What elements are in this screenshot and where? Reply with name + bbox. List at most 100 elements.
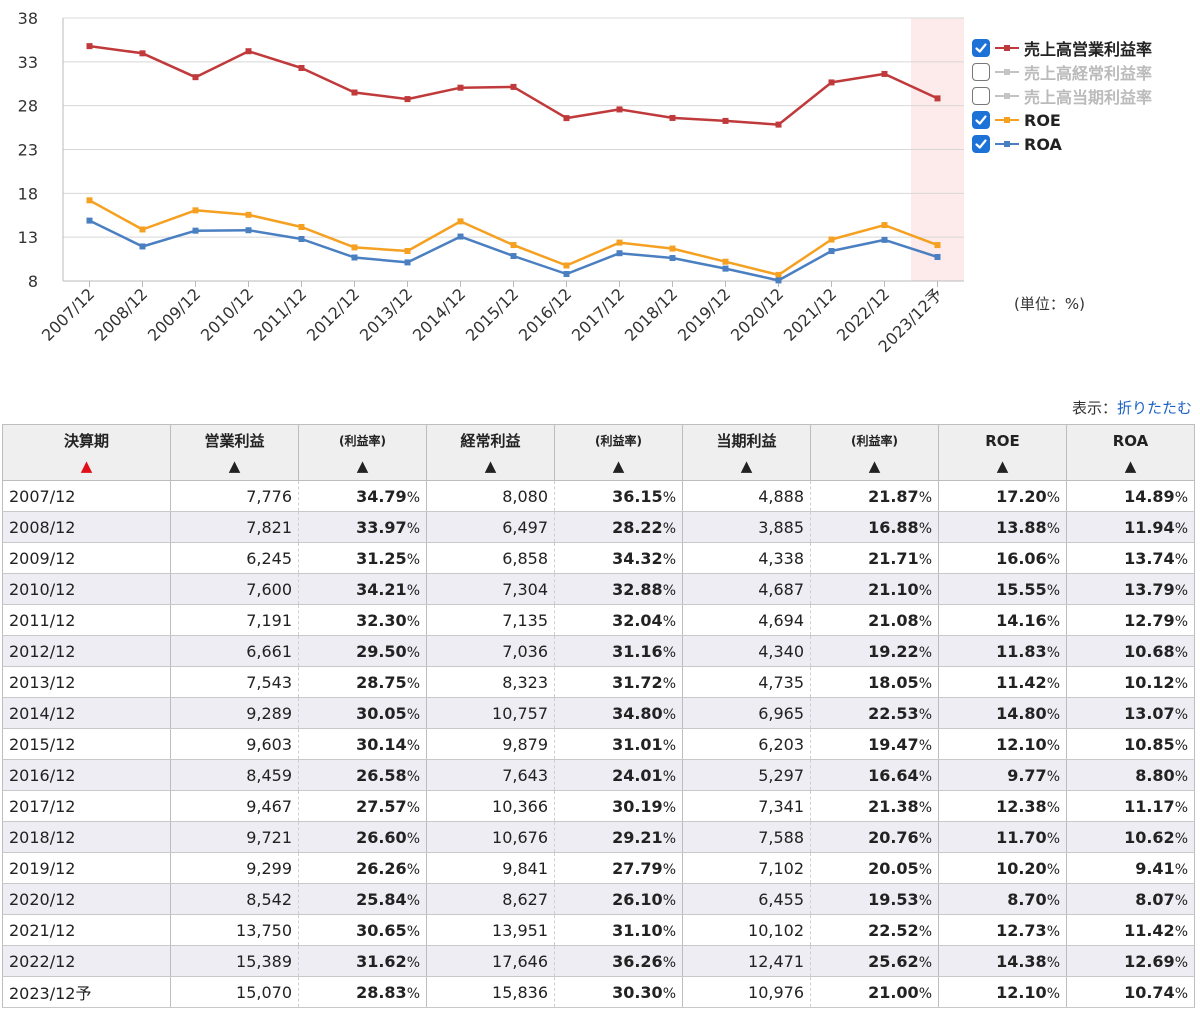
cell-period: 2015/12 bbox=[2, 728, 171, 760]
col-header-operating-margin: (利益率) ▲ bbox=[298, 424, 427, 481]
legend-checkbox[interactable] bbox=[972, 135, 990, 153]
table-row: 2011/12 7,191 32.30% 7,135 32.04% 4,694 21.08%… bbox=[2, 604, 1195, 636]
data-point bbox=[775, 121, 782, 128]
cell-value: 30.05 bbox=[356, 703, 407, 723]
percent-sign: % bbox=[1174, 551, 1188, 568]
cell-period: 2019/12 bbox=[2, 852, 171, 884]
sort-arrow-icon[interactable]: ▲ bbox=[80, 457, 93, 475]
cell-roe: 14.16% bbox=[938, 604, 1067, 636]
table-row: 2023/12予 15,070 28.83% 15,836 30.30% 10,976 21… bbox=[2, 976, 1195, 1008]
cell-ordinary-profit: 13,951 bbox=[426, 914, 555, 946]
cell-operating-profit: 15,389 bbox=[170, 945, 299, 977]
cell-value: 14.16 bbox=[996, 610, 1047, 630]
cell-value: 4,735 bbox=[758, 672, 804, 692]
legend-label: 売上高当期利益率 bbox=[1024, 88, 1153, 107]
cell-value: 31.72 bbox=[612, 672, 663, 692]
legend-checkbox[interactable] bbox=[972, 111, 990, 129]
sort-arrow-icon[interactable]: ▲ bbox=[1124, 457, 1137, 475]
cell-value: 25.62 bbox=[868, 951, 919, 971]
cell-value: 2012/12 bbox=[9, 641, 76, 661]
sort-arrow-icon[interactable]: ▲ bbox=[740, 457, 753, 475]
cell-operating-profit: 7,776 bbox=[170, 480, 299, 512]
table-row: 2014/12 9,289 30.05% 10,757 34.80% 6,965 22.53… bbox=[2, 697, 1195, 729]
x-tick-label: 2016/12 bbox=[515, 284, 575, 344]
cell-value: 34.79 bbox=[356, 486, 407, 506]
cell-value: 27.57 bbox=[356, 796, 407, 816]
sort-arrow-icon[interactable]: ▲ bbox=[228, 457, 241, 475]
cell-ordinary-profit: 8,627 bbox=[426, 883, 555, 915]
percent-sign: % bbox=[1046, 551, 1060, 568]
y-tick-label: 23 bbox=[18, 141, 38, 160]
cell-value: 11.70 bbox=[996, 827, 1047, 847]
percent-sign: % bbox=[1046, 706, 1060, 723]
cell-value: 15.55 bbox=[996, 579, 1047, 599]
legend-item-net-margin[interactable]: 売上高当期利益率 bbox=[972, 84, 1152, 108]
x-tick-label: 2021/12 bbox=[780, 284, 840, 344]
y-tick-label: 13 bbox=[18, 228, 38, 247]
sort-arrow-icon[interactable]: ▲ bbox=[356, 457, 369, 475]
sort-arrow-icon[interactable]: ▲ bbox=[868, 457, 881, 475]
percent-sign: % bbox=[1174, 706, 1188, 723]
sort-arrow-icon[interactable]: ▲ bbox=[996, 457, 1009, 475]
cell-value: 7,341 bbox=[758, 796, 804, 816]
cell-ordinary-profit: 9,879 bbox=[426, 728, 555, 760]
percent-sign: % bbox=[918, 923, 932, 940]
cell-value: 32.04 bbox=[612, 610, 663, 630]
sort-arrow-icon[interactable]: ▲ bbox=[612, 457, 625, 475]
legend-checkbox[interactable] bbox=[972, 87, 990, 105]
data-point bbox=[351, 244, 358, 251]
cell-period: 2012/12 bbox=[2, 635, 171, 667]
data-point bbox=[616, 106, 623, 113]
cell-value: 10,757 bbox=[492, 703, 548, 723]
legend-item-roa[interactable]: ROA bbox=[972, 132, 1152, 156]
data-point bbox=[775, 271, 782, 278]
legend-item-operating-margin[interactable]: 売上高営業利益率 bbox=[972, 36, 1152, 60]
cell-value: 21.00 bbox=[868, 982, 919, 1002]
data-point bbox=[457, 84, 464, 91]
percent-sign: % bbox=[918, 675, 932, 692]
x-tick-label: 2020/12 bbox=[727, 284, 787, 344]
series-line-4 bbox=[88, 219, 938, 282]
cell-value: 26.10 bbox=[612, 889, 663, 909]
cell-net-margin: 21.00% bbox=[810, 976, 939, 1008]
cell-value: 14.89 bbox=[1124, 486, 1175, 506]
cell-period: 2009/12 bbox=[2, 542, 171, 574]
cell-value: 2022/12 bbox=[9, 951, 76, 971]
data-point bbox=[192, 207, 199, 214]
x-tick-label: 2014/12 bbox=[409, 284, 469, 344]
sort-arrow-icon[interactable]: ▲ bbox=[484, 457, 497, 475]
cell-value: 12.10 bbox=[996, 734, 1047, 754]
data-point bbox=[669, 255, 676, 262]
legend-item-ordinary-margin[interactable]: 売上高経常利益率 bbox=[972, 60, 1152, 84]
cell-value: 18.05 bbox=[868, 672, 919, 692]
cell-value: 19.53 bbox=[868, 889, 919, 909]
collapse-link[interactable]: 折りたたむ bbox=[1116, 399, 1192, 417]
y-tick-label: 28 bbox=[18, 97, 38, 116]
cell-value: 30.30 bbox=[612, 982, 663, 1002]
table-row: 2008/12 7,821 33.97% 6,497 28.22% 3,885 16.88%… bbox=[2, 511, 1195, 543]
legend-checkbox[interactable] bbox=[972, 63, 990, 81]
cell-operating-profit: 7,191 bbox=[170, 604, 299, 636]
cell-roe: 11.83% bbox=[938, 635, 1067, 667]
legend-item-roe[interactable]: ROE bbox=[972, 108, 1152, 132]
percent-sign: % bbox=[918, 737, 932, 754]
cell-value: 7,102 bbox=[758, 858, 804, 878]
y-tick-label: 18 bbox=[18, 184, 38, 203]
cell-period: 2020/12 bbox=[2, 883, 171, 915]
cell-period: 2021/12 bbox=[2, 914, 171, 946]
percent-sign: % bbox=[662, 706, 676, 723]
data-point bbox=[881, 236, 888, 243]
cell-value: 21.10 bbox=[868, 579, 919, 599]
percent-sign: % bbox=[1174, 644, 1188, 661]
cell-value: 4,888 bbox=[758, 486, 804, 506]
header-label: (利益率) bbox=[339, 434, 386, 448]
cell-value: 5,297 bbox=[758, 765, 804, 785]
cell-roa: 11.17% bbox=[1066, 790, 1195, 822]
legend-checkbox[interactable] bbox=[972, 39, 990, 57]
data-point bbox=[722, 258, 729, 265]
percent-sign: % bbox=[662, 954, 676, 971]
cell-value: 6,203 bbox=[758, 734, 804, 754]
legend-line-icon bbox=[995, 93, 1019, 99]
percent-sign: % bbox=[406, 830, 420, 847]
cell-value: 7,776 bbox=[246, 486, 292, 506]
